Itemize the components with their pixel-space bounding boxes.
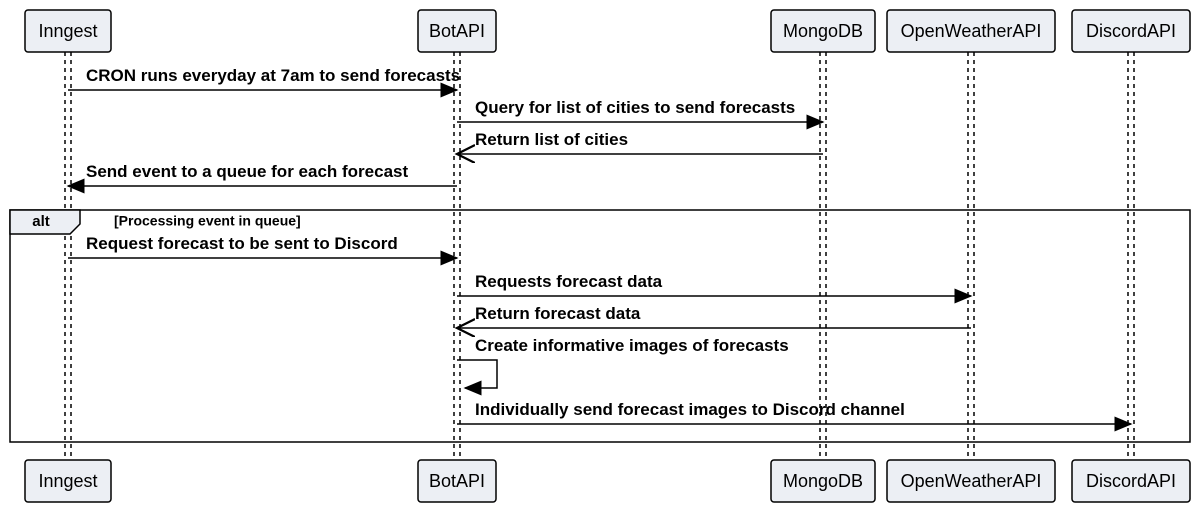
message-label: Requests forecast data — [475, 272, 663, 291]
message-label: Return forecast data — [475, 304, 641, 323]
message-label: Query for list of cities to send forecas… — [475, 98, 795, 117]
participant-label: BotAPI — [429, 471, 485, 491]
participant-label: MongoDB — [783, 471, 863, 491]
message-label: Create informative images of forecasts — [475, 336, 789, 355]
participant-label: DiscordAPI — [1086, 21, 1176, 41]
message-label: Send event to a queue for each forecast — [86, 162, 408, 181]
participant-label: OpenWeatherAPI — [901, 471, 1042, 491]
participant-label: Inngest — [38, 21, 97, 41]
self-message-arrow — [457, 360, 497, 388]
message-label: Request forecast to be sent to Discord — [86, 234, 398, 253]
alt-label: alt — [32, 213, 50, 230]
alt-guard: [Processing event in queue] — [114, 213, 301, 229]
participant-label: OpenWeatherAPI — [901, 21, 1042, 41]
message-label: CRON runs everyday at 7am to send foreca… — [86, 66, 460, 85]
participant-label: BotAPI — [429, 21, 485, 41]
participant-label: MongoDB — [783, 21, 863, 41]
message-label: Individually send forecast images to Dis… — [475, 400, 905, 419]
sequence-diagram: alt [Processing event in queue] CRON runs … — [0, 0, 1200, 511]
message-label: Return list of cities — [475, 130, 628, 149]
participant-label: Inngest — [38, 471, 97, 491]
participant-label: DiscordAPI — [1086, 471, 1176, 491]
